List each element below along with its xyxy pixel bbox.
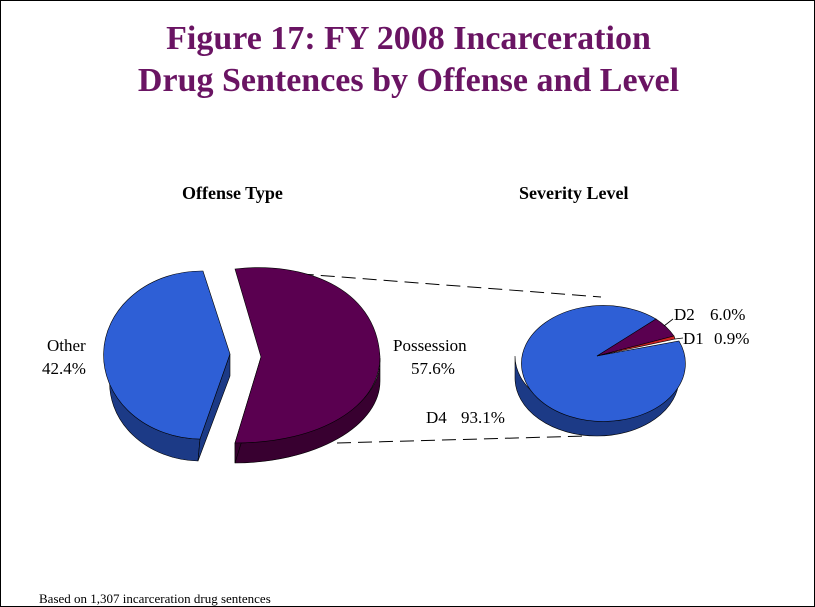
label-possession-name: Possession bbox=[393, 336, 467, 355]
connector-line-bottom bbox=[336, 435, 587, 444]
footnote: Based on 1,307 incarceration drug senten… bbox=[39, 591, 271, 606]
figure-title-line2: Drug Sentences by Offense and Level bbox=[137, 62, 680, 99]
severity-pie: D2 6.0% D1 0.9% D4 93.1% bbox=[426, 305, 749, 437]
pie-slice-other bbox=[103, 270, 231, 440]
leader-d1 bbox=[674, 337, 684, 340]
label-d2-value: 6.0% bbox=[710, 305, 745, 324]
pie-slice-possession bbox=[234, 267, 381, 444]
pie-slice-d4 bbox=[521, 305, 686, 422]
label-d2-name: D2 bbox=[674, 305, 695, 324]
severity-level-title: Severity Level bbox=[519, 183, 629, 203]
offense-type-title: Offense Type bbox=[182, 183, 283, 203]
label-d4-value: 93.1% bbox=[461, 408, 505, 427]
label-d1-value: 0.9% bbox=[714, 329, 749, 348]
label-possession-value: 57.6% bbox=[411, 359, 455, 378]
label-d4-name: D4 bbox=[426, 408, 447, 427]
label-d1-name: D1 bbox=[683, 329, 704, 348]
pie-slice-d1 bbox=[596, 335, 676, 357]
connector-line-top bbox=[236, 268, 602, 298]
leader-d2 bbox=[663, 318, 674, 327]
label-other-name: Other bbox=[47, 336, 86, 355]
figure-title-line1: Figure 17: FY 2008 Incarceration bbox=[166, 20, 651, 57]
label-other-value: 42.4% bbox=[42, 359, 86, 378]
offense-pie: Other 42.4% Possession 57.6% bbox=[42, 267, 467, 464]
